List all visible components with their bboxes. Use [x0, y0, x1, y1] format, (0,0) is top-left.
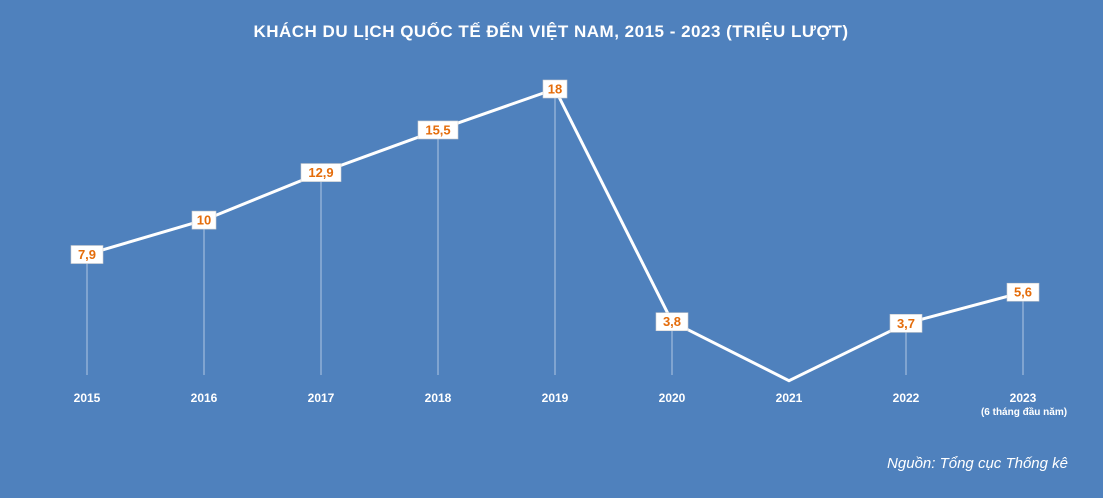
data-label-2022: 3,7 [889, 314, 923, 333]
data-label-2018: 15,5 [417, 120, 459, 140]
data-label-2016: 10 [191, 210, 217, 230]
x-axis-ticks: 2015 2016 2017 2018 2019 2020 2021 2022 2023(6 t… [74, 391, 1067, 418]
data-label-text-2015: 7,9 [78, 247, 96, 262]
data-label-text-2023: 5,6 [1014, 285, 1032, 300]
data-label-box-2018 [417, 120, 459, 140]
data-label-2019: 18 [542, 79, 568, 99]
data-label-2015: 7,9 [70, 245, 104, 264]
chart-title: KHÁCH DU LỊCH QUỐC TẾ ĐẾN VIỆT NAM, 2015… [253, 21, 848, 41]
data-labels: 7,9 10 12,9 15,5 18 3,8 3,7 5,6 [70, 79, 1040, 333]
x-tick-2019: 2019 [542, 391, 569, 405]
data-label-2020: 3,8 [655, 312, 689, 332]
x-tick-2022: 2022 [893, 391, 920, 405]
data-label-text-2016: 10 [197, 213, 211, 228]
x-tick-2021: 2021 [776, 391, 803, 405]
data-label-2017: 12,9 [300, 163, 342, 182]
x-tick-2020: 2020 [659, 391, 686, 405]
data-label-box-2016 [191, 210, 217, 230]
data-label-box-2023 [1006, 282, 1040, 302]
data-point-2021 [787, 379, 791, 383]
x-tick-2015: 2015 [74, 391, 101, 405]
data-label-box-2020 [655, 312, 689, 332]
x-tick-2017: 2017 [308, 391, 335, 405]
data-label-text-2022: 3,7 [897, 316, 915, 331]
data-label-2023: 5,6 [1006, 282, 1040, 302]
data-label-box-2022 [889, 314, 923, 333]
data-label-box-2019 [542, 79, 568, 99]
data-label-text-2020: 3,8 [663, 314, 681, 329]
x-tick-sublabel-2023: (6 tháng đầu năm) [981, 406, 1067, 418]
data-label-box-2015 [70, 245, 104, 264]
data-label-text-2017: 12,9 [308, 165, 333, 180]
x-tick-2018: 2018 [425, 391, 452, 405]
x-tick-2016: 2016 [191, 391, 218, 405]
data-label-text-2019: 18 [548, 82, 562, 97]
data-label-box-2017 [300, 163, 342, 182]
data-label-text-2018: 15,5 [425, 122, 450, 137]
x-tick-2023: 2023 [1010, 391, 1037, 405]
source-note: Nguồn: Tổng cục Thống kê [887, 455, 1068, 472]
